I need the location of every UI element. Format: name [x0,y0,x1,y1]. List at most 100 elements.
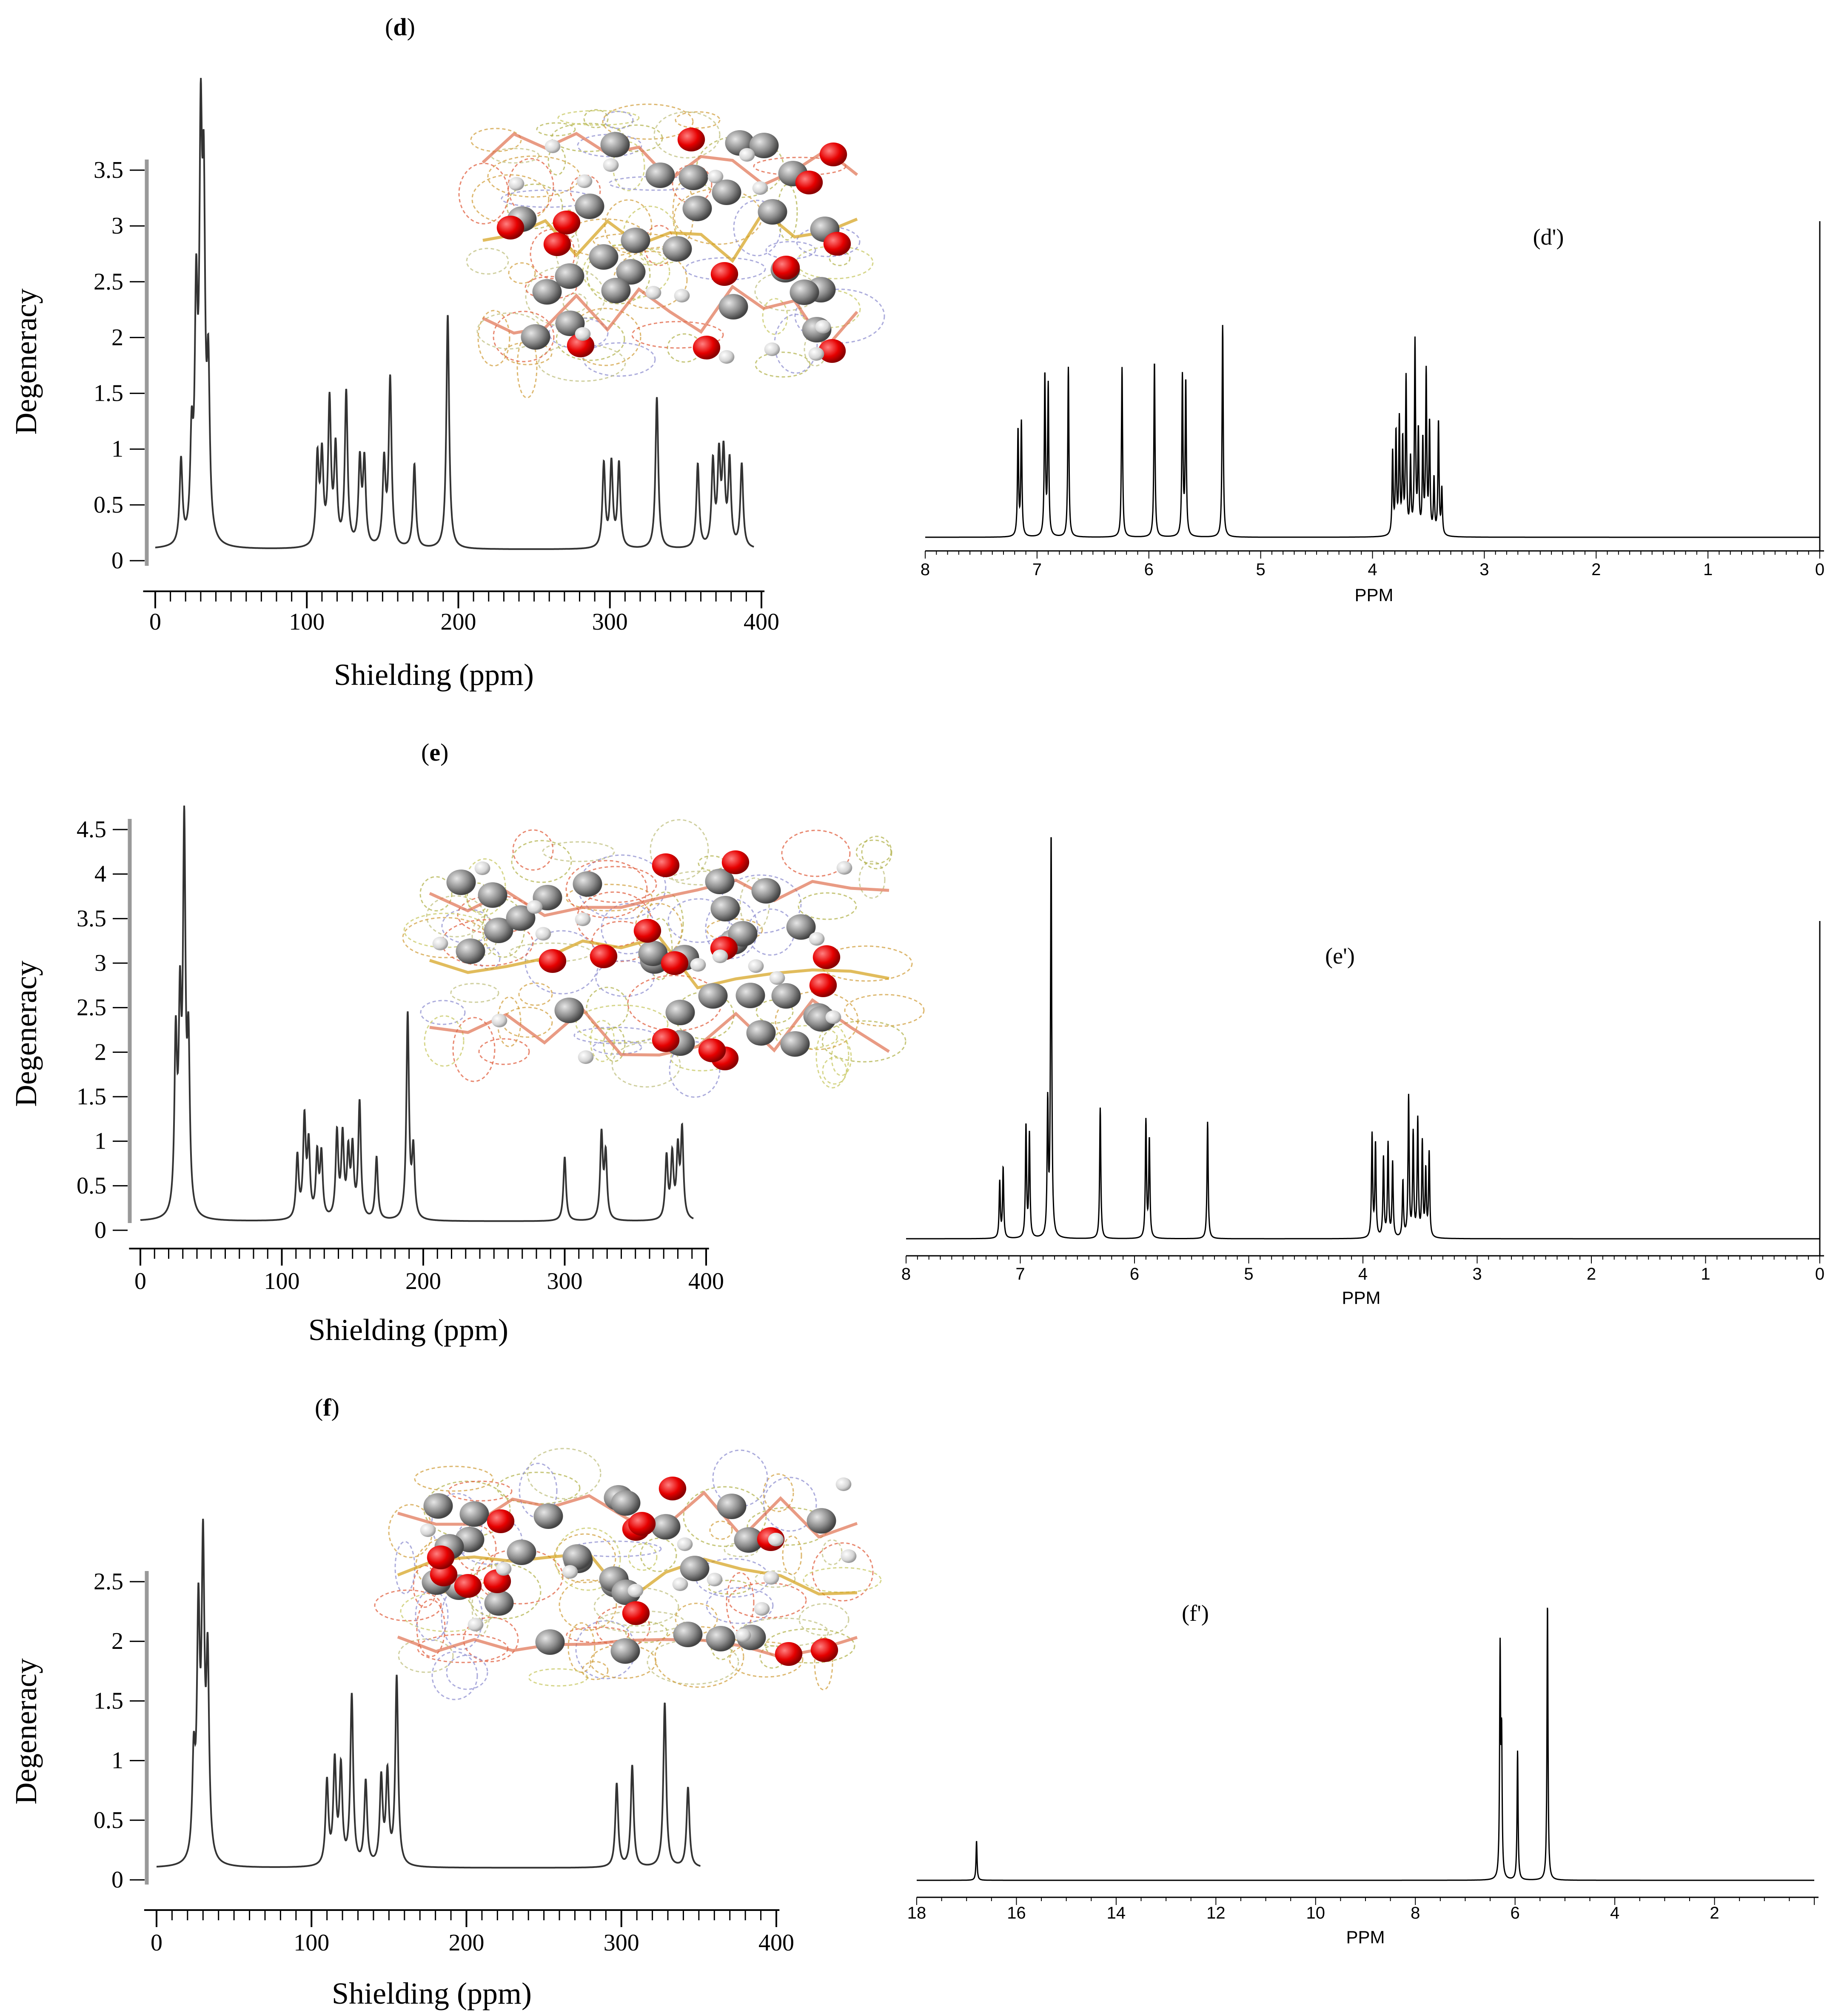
oxygen-atom [721,850,750,874]
oxygen-atom [772,256,800,279]
contour-line [592,1040,642,1055]
y-tick-label: 2 [111,324,123,351]
carbon-atom [459,1501,489,1527]
carbon-atom [673,1622,703,1647]
ppm-tick-label: 6 [1511,1904,1520,1922]
hydrogen-atom [496,1562,512,1576]
contour-line [590,1020,615,1062]
carbon-atom [662,236,692,262]
hydrogen-atom [752,181,768,195]
contour-line [470,128,522,152]
carbon-atom [562,1544,592,1570]
contour-line [675,111,721,129]
hydrogen-atom [769,971,785,985]
ppm-axis-title: PPM [1354,585,1393,605]
y-tick-label: 1.5 [94,380,123,407]
contour-line [415,1589,449,1641]
ppm-tick-label: 5 [1244,1265,1253,1283]
x-tick-label: 0 [149,609,161,635]
ppm-tick-label: 7 [1015,1265,1025,1283]
x-tick-label: 200 [441,609,476,635]
y-axis-title: Degeneracy [9,961,43,1107]
carbon-atom [758,199,787,225]
ppm-tick-label: 0 [1815,560,1824,579]
ppm-tick-label: 0 [1815,1265,1824,1283]
contour-line [733,200,781,257]
contour-line [814,1636,833,1691]
hydrogen-atom [718,350,735,364]
hydrogen-atom [627,1584,644,1597]
oxygen-atom [819,143,847,166]
hydrogen-atom [474,861,490,875]
molecule-insets [374,103,925,1700]
y-tick-label: 4.5 [77,816,106,843]
contour-line [729,1641,804,1678]
oxygen-atom [633,919,661,943]
carbon-atom [771,983,801,1009]
oxygen-atom [823,232,851,256]
contour-line [762,298,788,335]
carbon-atom [651,1514,681,1540]
oxygen-atom [427,1546,455,1569]
hydrogen-atom [420,1523,436,1537]
shielding-spectrum-line [155,78,754,550]
y-tick-label: 2 [94,1039,106,1065]
contour-line [452,1017,496,1082]
y-tick-label: 3 [111,213,123,239]
contour-line [575,866,657,903]
hydrogen-atom [835,1477,852,1491]
contour-line [622,205,678,266]
ppm-tick-label: 2 [1710,1904,1719,1922]
x-tick-label: 300 [592,609,628,635]
carbon-atom [506,905,536,931]
ppm-tick-label: 4 [1610,1904,1619,1922]
contour-line [728,1582,807,1619]
y-axis-title: Degeneracy [9,288,43,435]
ppm-spectrum-line [925,325,1820,538]
oxygen-atom [622,1601,650,1625]
contour-line [528,1668,588,1687]
y-tick-label: 0.5 [94,492,123,518]
ppm-tick-label: 4 [1358,1265,1368,1283]
x-tick-label: 300 [604,1930,639,1956]
contour-line [398,1638,454,1673]
ppm-axis-title: PPM [1342,1288,1380,1308]
y-tick-label: 4 [94,861,106,887]
surface-boundary [429,935,889,989]
contour-line [557,110,640,126]
carbon-atom [680,1556,710,1581]
carbon-atom [589,244,619,270]
spectrum-label: (f') [1182,1600,1209,1626]
y-tick-label: 2 [111,1628,123,1654]
hydrogen-atom [575,912,591,926]
oxygen-atom [652,1028,680,1052]
ppm-tick-label: 3 [1479,560,1489,579]
carbon-atom [734,1527,764,1553]
y-tick-label: 3.5 [77,905,106,932]
molecule-inset-f [374,1448,882,1700]
carbon-atom [610,1638,640,1664]
x-tick-label: 400 [744,609,779,635]
contour-line [431,1651,478,1700]
carbon-atom [746,1020,776,1046]
carbon-atom [749,133,779,158]
contour-line [518,982,553,1006]
carbon-atom [712,180,741,205]
oxygen-atom [818,339,846,363]
x-tick-label: 100 [289,609,325,635]
carbon-atom [698,983,728,1009]
carbon-atom [717,1494,747,1519]
contour-line [458,163,509,225]
contour-line [602,103,694,140]
ppm-chart-e-prime: 8 7 6 5 4 3 2 1 0 PPM (e') [901,837,1824,1308]
contour-line [570,1540,662,1557]
hydrogen-atom [527,900,543,914]
contour-line [763,1477,817,1532]
contour-line [706,1587,774,1624]
contour-line [631,321,724,349]
hydrogen-atom [707,170,724,183]
contour-line [647,918,673,981]
contour-line [559,1579,617,1631]
oxygen-atom [496,216,524,240]
contour-line [502,1007,553,1038]
